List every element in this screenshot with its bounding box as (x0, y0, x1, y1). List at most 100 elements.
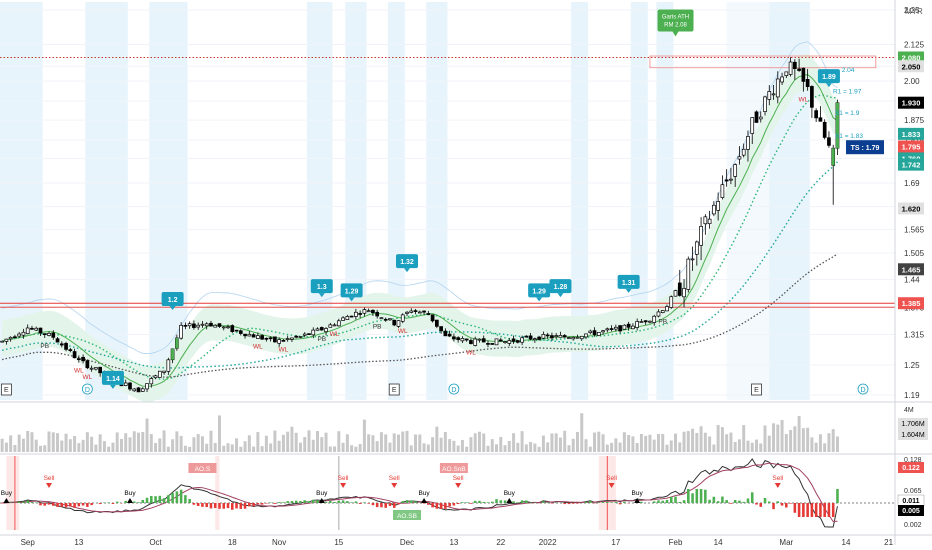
event-e-label: E (4, 387, 9, 394)
candle-body (614, 326, 618, 330)
volume-bar (307, 430, 311, 452)
candle-body-green (175, 338, 179, 349)
volume-bar (414, 434, 418, 452)
volume-bar (362, 419, 366, 452)
volume-bar (742, 425, 746, 452)
session-band (656, 2, 674, 400)
signal-box (188, 463, 217, 473)
candle-body (558, 335, 563, 338)
price-tag (898, 140, 924, 153)
histogram-bar (260, 503, 264, 505)
volume-bar (124, 433, 128, 452)
candle-body (682, 287, 686, 298)
candle-body (0, 340, 4, 343)
volume-bar (448, 439, 452, 452)
ma-envelope-area (2, 53, 838, 402)
candle-body (277, 339, 281, 344)
volume-bar (269, 443, 273, 452)
candle-body (507, 340, 512, 344)
event-d-label: D (85, 387, 90, 394)
histogram-bar (252, 503, 255, 507)
histogram-bar (439, 503, 443, 509)
histogram-bar (371, 503, 375, 506)
candle-body (21, 331, 26, 336)
histogram-bar (746, 498, 750, 503)
volume-bar (784, 434, 788, 452)
price-tag-label: 2.080 (902, 53, 921, 62)
sell-label: Sell (338, 475, 349, 482)
volume-bar (546, 442, 550, 452)
x-tick-label: 14 (714, 538, 723, 547)
price-callout-label: 1.14 (106, 376, 120, 383)
candle-body (763, 96, 767, 112)
histogram-bar (239, 503, 243, 509)
histogram-bar (401, 501, 405, 503)
histogram-bar (363, 502, 366, 503)
histogram-bar (64, 503, 68, 508)
histogram-bar (789, 503, 792, 504)
volume-bar (665, 444, 669, 452)
candle-body (383, 318, 388, 321)
histogram-bar (34, 502, 38, 503)
sell-label: Sell (453, 475, 464, 482)
volume-bar (529, 441, 533, 452)
histogram-bar (478, 500, 481, 503)
candle-body (541, 333, 546, 339)
histogram-bar (725, 500, 728, 503)
ath-callout-box (657, 9, 694, 32)
histogram-bar (499, 500, 503, 503)
volume-bar (499, 436, 503, 452)
histogram-bar (610, 502, 613, 503)
histogram-bar (763, 497, 767, 503)
candle-body (204, 323, 209, 327)
histogram-bar (827, 503, 831, 517)
price-tag (898, 158, 924, 171)
price-callout-box (528, 283, 551, 298)
volume-bar (814, 442, 818, 452)
histogram-bar (17, 501, 21, 503)
candle-body (426, 313, 431, 315)
oscillator-pane: Buy Sell Buy AO.S Buy Sell Sell Buy AO.SnB Sell AO… (0, 456, 895, 530)
candle-body-green (835, 102, 839, 149)
candle-body (724, 179, 729, 182)
volume-bar (158, 438, 162, 452)
volume-bar (30, 432, 34, 452)
volume-bar (750, 442, 754, 452)
volume-bar (311, 439, 315, 452)
histogram-bar (546, 502, 549, 503)
candle-body (562, 335, 567, 338)
candle-body (38, 327, 43, 334)
candle-body (247, 333, 252, 337)
pattern-marker: WL (253, 344, 263, 351)
candle-body (533, 338, 537, 341)
histogram-bar (77, 503, 81, 507)
volume-bar (635, 442, 639, 452)
histogram-bar (669, 496, 673, 503)
candle-body (464, 338, 469, 341)
histogram-bar (56, 503, 59, 507)
volume-bar (622, 432, 626, 452)
price-callout-pointer (318, 293, 325, 298)
histogram-bar (354, 501, 358, 503)
histogram-bar (486, 502, 490, 503)
volume-bar (316, 430, 320, 452)
histogram-bar (665, 499, 669, 503)
volume-bar (350, 445, 354, 452)
candle-body (34, 327, 39, 331)
ma20-line (1, 94, 838, 380)
buy-marker (318, 498, 325, 503)
volume-bar (290, 426, 294, 452)
histogram-bar (542, 501, 545, 503)
volume-bar (119, 438, 123, 452)
volume-bar (631, 436, 635, 452)
candle-body (162, 370, 166, 373)
x-tick-label: 13 (74, 538, 83, 547)
volume-bar (661, 433, 665, 452)
histogram-bar (490, 501, 494, 503)
histogram-bar (571, 503, 575, 504)
candle-body (192, 323, 196, 328)
candle-body (243, 333, 247, 337)
histogram-bar (329, 500, 332, 503)
candle-body (447, 333, 452, 337)
